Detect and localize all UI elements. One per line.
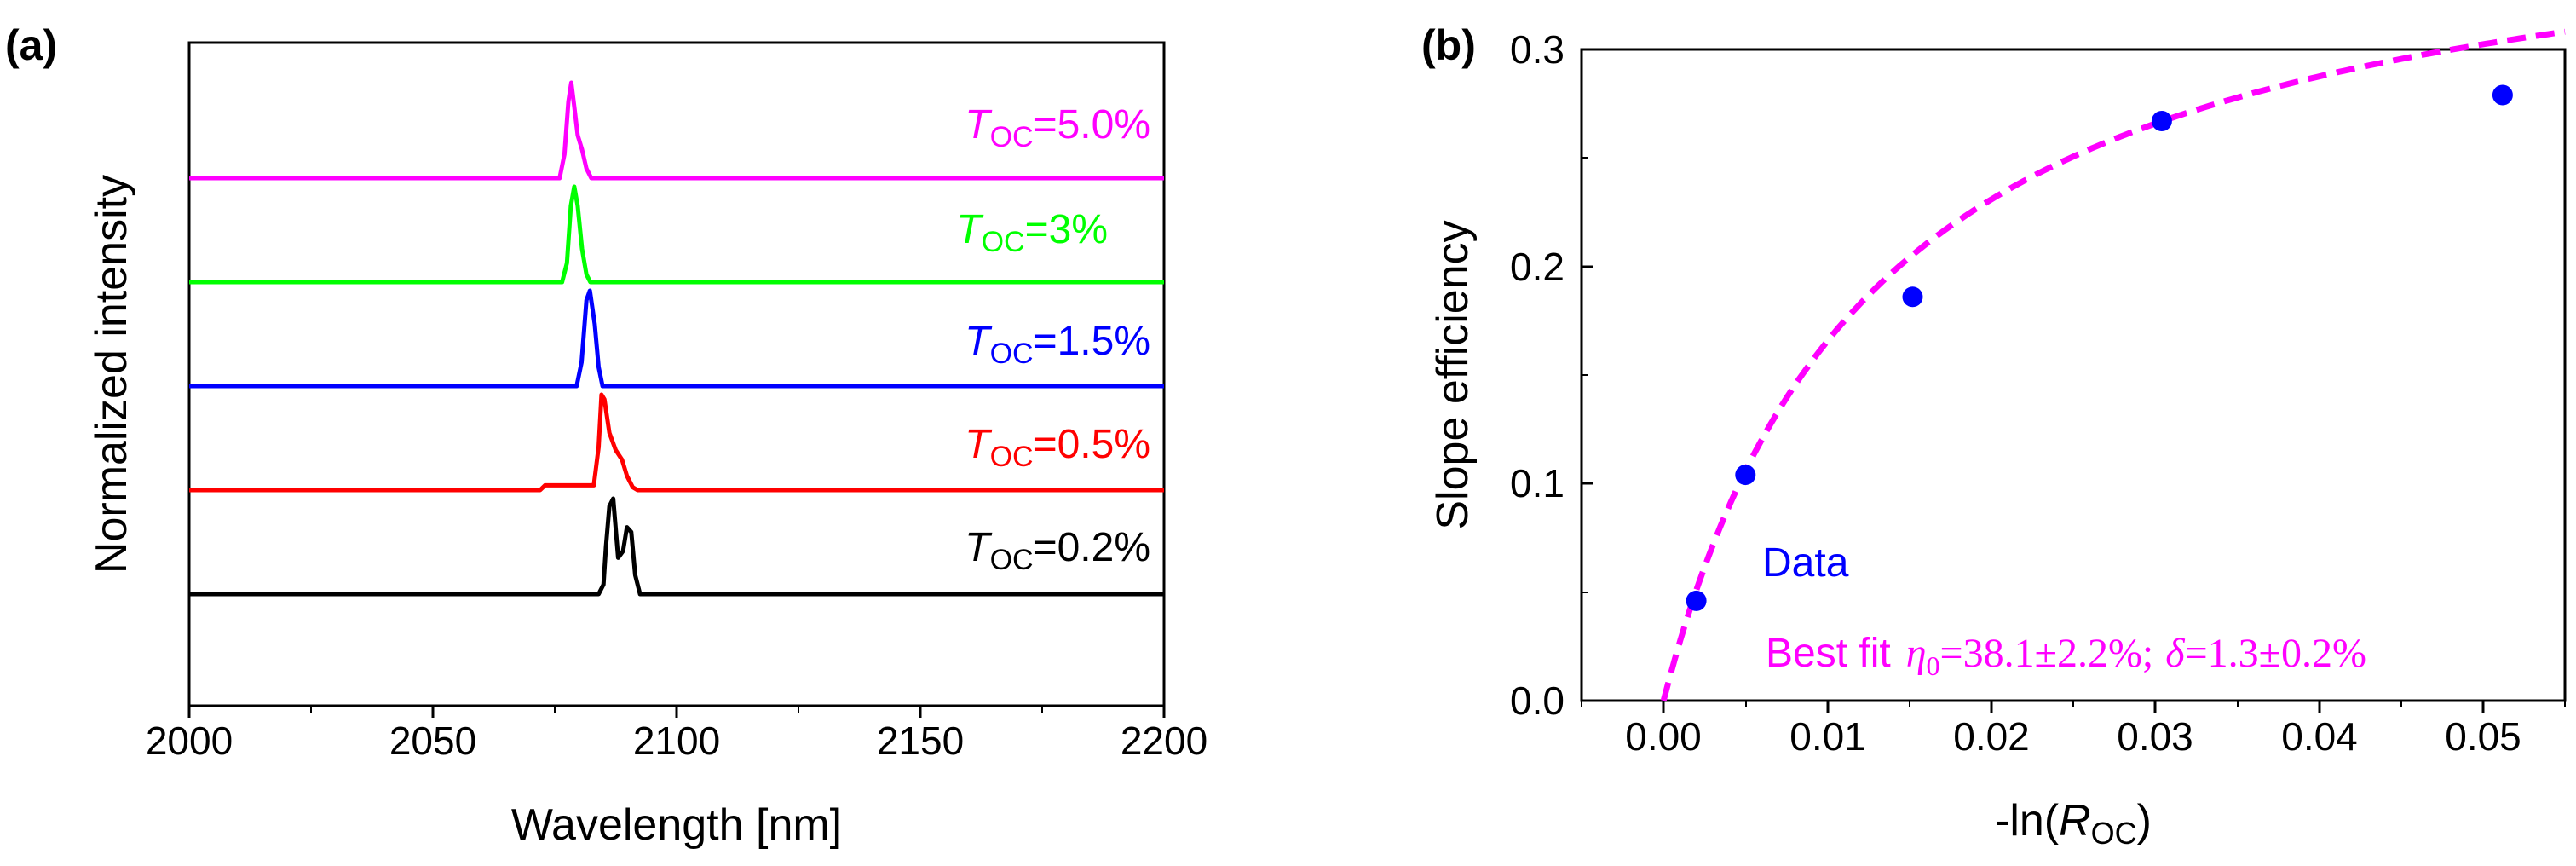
- panel-b-label: (b): [1421, 21, 1476, 69]
- data-point: [2492, 84, 2513, 106]
- spectrum-line-toc-0.2: [189, 496, 1164, 597]
- panel-b-x-ticks: [1581, 701, 2566, 713]
- panel-b-y-tick-label: 0.1: [1510, 461, 1565, 505]
- panel-a-x-tick-label: 2050: [389, 719, 476, 763]
- spectrum-line-toc-3: [189, 184, 1164, 285]
- curve-label-toc-0.2: TOC=0.2%: [965, 525, 1150, 576]
- panel-b-y-ticks: [1582, 48, 1593, 702]
- panel-a-spectra: [189, 80, 1164, 597]
- panel-b-x-tick-label: 0.01: [1789, 714, 1866, 759]
- panel-a-y-axis-title: Normalized intensity: [87, 175, 136, 574]
- panel-b-y-tick-label: 0.3: [1510, 27, 1565, 72]
- legend-data-label: Data: [1762, 540, 1849, 586]
- data-points: [1686, 84, 2513, 611]
- panel-b-y-tick-label: 0.2: [1510, 245, 1565, 289]
- data-point: [1902, 286, 1923, 308]
- panel-a-x-tick-label: 2150: [877, 719, 964, 763]
- curve-label-toc-3: TOC=3%: [956, 207, 1108, 258]
- panel-a-x-axis-title: Wavelength [nm]: [511, 800, 842, 850]
- panel-a-x-ticks: [187, 706, 1166, 718]
- curve-label-toc-5.0: TOC=5.0%: [965, 102, 1150, 153]
- panel-b-x-tick-label: 0.00: [1625, 714, 1702, 759]
- panel-b-y-tick-labels: 0.0 0.1 0.2 0.3: [1510, 27, 1565, 723]
- panel-b-y-axis-title: Slope efficiency: [1428, 220, 1478, 529]
- panel-b-x-tick-label: 0.02: [1953, 714, 2030, 759]
- panel-b-x-tick-label: 0.04: [2281, 714, 2358, 759]
- panel-a-curve-labels: TOC=0.2% TOC=0.5% TOC=1.5% TOC=3% TOC=5.…: [956, 102, 1150, 576]
- panel-b-x-axis-title: -ln(ROC): [1995, 796, 2152, 851]
- legend-best-fit-label: Best fit η0=38.1±2.2%; δ=1.3±0.2%: [1766, 631, 2366, 681]
- curve-label-toc-1.5: TOC=1.5%: [965, 319, 1150, 370]
- data-point: [1735, 465, 1756, 486]
- curve-label-toc-0.5: TOC=0.5%: [965, 422, 1150, 473]
- panel-b-frame: [1580, 48, 2567, 702]
- panel-a-x-tick-label: 2200: [1121, 719, 1207, 763]
- data-point: [2151, 111, 2172, 131]
- panel-a-x-tick-label: 2100: [633, 719, 720, 763]
- panel-a-x-tick-labels: 2000 2050 2100 2150 2200: [146, 719, 1207, 763]
- spectrum-line-toc-1.5: [189, 288, 1164, 389]
- spectrum-line-toc-5.0: [189, 80, 1164, 181]
- panel-b-x-tick-label: 0.05: [2445, 714, 2521, 759]
- panel-b-x-tick-label: 0.03: [2117, 714, 2193, 759]
- best-fit-curve: [1660, 28, 2566, 701]
- data-point: [1686, 590, 1707, 611]
- spectrum-line-toc-0.5: [189, 392, 1164, 493]
- panel-a: (a) 2000 2050 2100 2150 2200 Wavelength …: [5, 21, 1207, 850]
- panel-a-x-tick-label: 2000: [146, 719, 233, 763]
- panel-b-y-tick-label: 0.0: [1510, 678, 1565, 723]
- panel-b-x-tick-labels: 0.00 0.01 0.02 0.03 0.04 0.05: [1625, 714, 2521, 759]
- panel-b: (b) 0.0 0.1 0.2 0.3: [1421, 21, 2567, 851]
- panel-a-label: (a): [5, 21, 57, 69]
